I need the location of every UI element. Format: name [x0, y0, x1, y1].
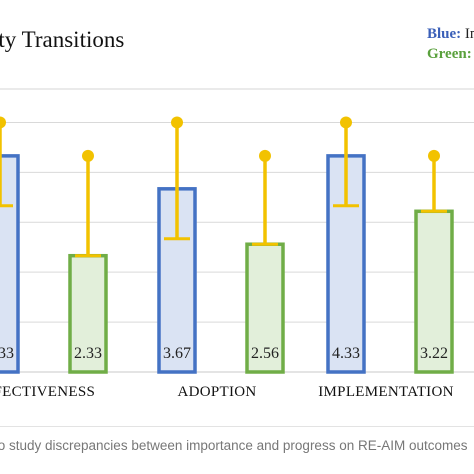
value-label: 3.67 — [163, 345, 191, 362]
chart: 4.33 3.67 4.33 2.33 2.56 3.22 FFECTIVENESS ADO… — [0, 26, 474, 400]
bar — [0, 154, 20, 374]
value-label: 3.22 — [420, 345, 448, 362]
category-label: FFECTIVENESS — [0, 384, 95, 400]
value-label: 2.56 — [251, 345, 279, 362]
value-label: 4.33 — [0, 345, 14, 362]
bars — [0, 154, 454, 374]
legend-green: Green: — [427, 46, 472, 62]
error-bar-dot — [171, 116, 183, 129]
error-bar-dot — [82, 149, 94, 162]
legend-blue-rest: In — [461, 26, 474, 42]
category-labels: FFECTIVENESS ADOPTION IMPLEMENTATION — [0, 384, 454, 400]
value-label: 2.33 — [74, 345, 102, 362]
category-label: ADOPTION — [177, 384, 256, 400]
bar — [414, 209, 454, 374]
category-label: IMPLEMENTATION — [318, 384, 454, 400]
error-bars — [0, 116, 447, 258]
legend-blue: Blue: In — [427, 26, 474, 42]
value-labels: 4.33 3.67 4.33 2.33 2.56 3.22 — [0, 345, 448, 362]
value-label: 4.33 — [332, 345, 360, 362]
error-bar-dot — [0, 116, 6, 129]
bar — [245, 242, 285, 374]
error-bar-dot — [259, 149, 271, 162]
legend-green-prefix: Green: — [427, 46, 472, 62]
error-bar-dot — [428, 149, 440, 162]
error-bar-dot — [340, 116, 352, 129]
legend-blue-prefix: Blue: — [427, 26, 461, 42]
figure-caption: to study discrepancies between importanc… — [0, 426, 474, 474]
chart-title: ity Transitions — [0, 27, 124, 52]
